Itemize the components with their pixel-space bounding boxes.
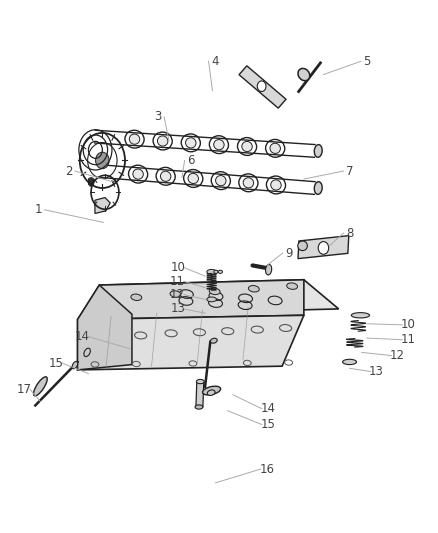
- Ellipse shape: [195, 405, 203, 409]
- Ellipse shape: [265, 264, 272, 275]
- Ellipse shape: [207, 297, 216, 302]
- Text: 4: 4: [211, 55, 219, 68]
- Text: 16: 16: [259, 463, 274, 475]
- Polygon shape: [95, 198, 110, 214]
- Ellipse shape: [160, 171, 171, 181]
- Polygon shape: [239, 66, 286, 108]
- Text: 2: 2: [65, 165, 73, 177]
- Circle shape: [95, 152, 109, 169]
- Text: 9: 9: [285, 247, 293, 260]
- Ellipse shape: [203, 386, 221, 395]
- Text: 6: 6: [187, 154, 194, 167]
- Ellipse shape: [34, 377, 47, 396]
- Ellipse shape: [351, 313, 370, 318]
- Ellipse shape: [214, 270, 218, 273]
- Polygon shape: [78, 280, 304, 319]
- Ellipse shape: [270, 143, 280, 154]
- Text: 5: 5: [363, 55, 371, 68]
- Ellipse shape: [131, 294, 142, 301]
- Text: 14: 14: [260, 402, 275, 415]
- Ellipse shape: [214, 140, 224, 150]
- Text: 17: 17: [17, 383, 32, 396]
- Polygon shape: [78, 285, 132, 370]
- Ellipse shape: [287, 283, 297, 289]
- Text: 15: 15: [260, 418, 275, 431]
- Ellipse shape: [207, 269, 216, 274]
- Text: 7: 7: [346, 165, 353, 177]
- Text: 11: 11: [170, 275, 185, 288]
- Ellipse shape: [84, 348, 90, 357]
- Ellipse shape: [314, 144, 322, 157]
- Ellipse shape: [207, 390, 215, 395]
- Text: 14: 14: [74, 330, 89, 343]
- Ellipse shape: [215, 175, 226, 185]
- Text: 8: 8: [346, 227, 353, 240]
- Text: 12: 12: [170, 288, 185, 301]
- Polygon shape: [99, 280, 339, 314]
- Text: 13: 13: [170, 302, 185, 316]
- Ellipse shape: [243, 177, 254, 188]
- Ellipse shape: [196, 379, 204, 384]
- Polygon shape: [78, 316, 304, 370]
- Text: 1: 1: [35, 203, 42, 216]
- Text: 12: 12: [390, 349, 405, 362]
- Text: 13: 13: [369, 365, 384, 378]
- Ellipse shape: [343, 359, 357, 365]
- Circle shape: [318, 241, 328, 254]
- Text: 11: 11: [401, 333, 416, 346]
- Text: 10: 10: [401, 318, 416, 332]
- Ellipse shape: [210, 338, 217, 343]
- Ellipse shape: [157, 136, 168, 146]
- Ellipse shape: [271, 180, 281, 190]
- Polygon shape: [298, 236, 349, 259]
- Ellipse shape: [170, 291, 181, 297]
- Text: 3: 3: [154, 110, 162, 124]
- Polygon shape: [196, 382, 204, 407]
- Ellipse shape: [242, 141, 252, 151]
- Ellipse shape: [209, 288, 220, 295]
- Ellipse shape: [72, 361, 78, 369]
- Ellipse shape: [129, 134, 140, 144]
- Circle shape: [257, 81, 266, 92]
- Ellipse shape: [298, 241, 307, 251]
- Ellipse shape: [133, 169, 143, 179]
- Ellipse shape: [248, 286, 259, 292]
- Text: 15: 15: [48, 357, 63, 369]
- Ellipse shape: [314, 182, 322, 195]
- Text: 10: 10: [170, 261, 185, 274]
- Ellipse shape: [298, 68, 310, 80]
- Ellipse shape: [218, 270, 223, 273]
- Ellipse shape: [186, 138, 196, 148]
- Ellipse shape: [188, 173, 198, 183]
